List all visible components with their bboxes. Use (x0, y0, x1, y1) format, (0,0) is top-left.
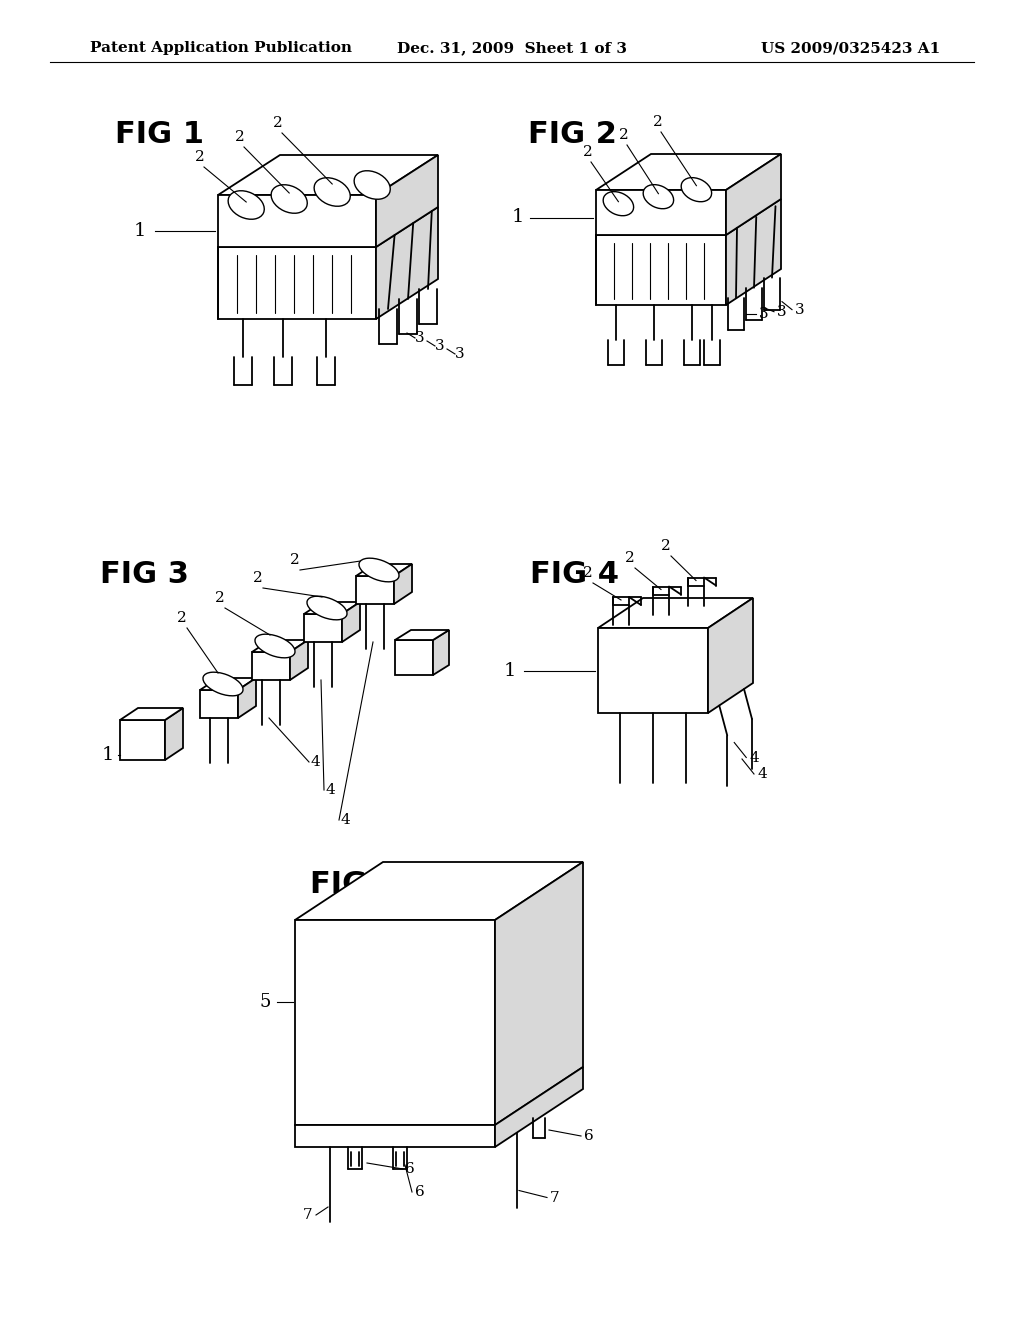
Text: 1: 1 (504, 661, 516, 680)
Polygon shape (252, 640, 308, 652)
Text: 3: 3 (435, 339, 444, 352)
Polygon shape (433, 630, 449, 675)
Text: 4: 4 (310, 755, 319, 770)
Polygon shape (200, 690, 238, 718)
Polygon shape (376, 207, 438, 319)
Polygon shape (342, 602, 360, 642)
Text: 4: 4 (326, 783, 335, 797)
Polygon shape (295, 862, 583, 920)
Text: 6: 6 (406, 1162, 415, 1176)
Polygon shape (356, 576, 394, 605)
Text: 2: 2 (583, 566, 593, 579)
Text: FIG 3: FIG 3 (100, 560, 188, 589)
Text: FIG 4: FIG 4 (530, 560, 618, 589)
Ellipse shape (359, 558, 399, 582)
Polygon shape (356, 564, 412, 576)
Text: 2: 2 (662, 539, 671, 553)
Text: 1: 1 (101, 746, 115, 764)
Text: 6: 6 (584, 1129, 594, 1143)
Text: 6: 6 (415, 1185, 425, 1199)
Text: 2: 2 (273, 116, 283, 129)
Polygon shape (598, 628, 708, 713)
Text: 3: 3 (796, 302, 805, 317)
Polygon shape (120, 708, 183, 719)
Text: 3: 3 (456, 347, 465, 360)
Text: 1: 1 (512, 209, 524, 227)
Text: Dec. 31, 2009  Sheet 1 of 3: Dec. 31, 2009 Sheet 1 of 3 (397, 41, 627, 55)
Polygon shape (376, 154, 438, 247)
Text: 2: 2 (625, 550, 635, 565)
Ellipse shape (271, 185, 307, 214)
Ellipse shape (314, 178, 350, 206)
Polygon shape (596, 235, 726, 305)
Polygon shape (218, 154, 438, 195)
Polygon shape (395, 640, 433, 675)
Polygon shape (295, 1125, 495, 1147)
Text: 4: 4 (750, 751, 759, 764)
Polygon shape (596, 190, 726, 235)
Text: 7: 7 (550, 1191, 560, 1204)
Text: 2: 2 (653, 115, 663, 129)
Ellipse shape (643, 185, 674, 209)
Text: 3: 3 (759, 306, 769, 321)
Text: 2: 2 (177, 611, 186, 624)
Text: 2: 2 (253, 572, 263, 585)
Polygon shape (165, 708, 183, 760)
Polygon shape (495, 862, 583, 1125)
Ellipse shape (228, 191, 264, 219)
Ellipse shape (307, 597, 347, 620)
Text: 2: 2 (196, 150, 205, 164)
Polygon shape (395, 630, 449, 640)
Ellipse shape (354, 170, 390, 199)
Text: 2: 2 (236, 129, 245, 144)
Polygon shape (596, 154, 781, 190)
Text: Patent Application Publication: Patent Application Publication (90, 41, 352, 55)
Polygon shape (295, 920, 495, 1125)
Text: 2: 2 (583, 145, 593, 158)
Text: 3: 3 (415, 331, 425, 345)
Text: 2: 2 (620, 128, 629, 143)
Polygon shape (394, 564, 412, 605)
Polygon shape (304, 614, 342, 642)
Text: 4: 4 (340, 813, 350, 828)
Polygon shape (708, 598, 753, 713)
Text: 7: 7 (303, 1208, 312, 1222)
Ellipse shape (681, 178, 712, 202)
Text: FIG 5: FIG 5 (310, 870, 399, 899)
Text: FIG 1: FIG 1 (115, 120, 204, 149)
Text: 3: 3 (777, 305, 786, 318)
Text: 4: 4 (757, 767, 767, 781)
Polygon shape (290, 640, 308, 680)
Text: FIG 2: FIG 2 (528, 120, 616, 149)
Polygon shape (495, 1067, 583, 1147)
Text: 5: 5 (259, 993, 270, 1011)
Text: 2: 2 (215, 591, 225, 605)
Polygon shape (238, 678, 256, 718)
Ellipse shape (603, 191, 634, 215)
Polygon shape (218, 195, 376, 247)
Polygon shape (252, 652, 290, 680)
Polygon shape (304, 602, 360, 614)
Text: US 2009/0325423 A1: US 2009/0325423 A1 (761, 41, 940, 55)
Polygon shape (120, 719, 165, 760)
Polygon shape (726, 199, 781, 305)
Ellipse shape (203, 672, 243, 696)
Polygon shape (218, 247, 376, 319)
Ellipse shape (255, 634, 295, 657)
Polygon shape (726, 154, 781, 235)
Polygon shape (200, 678, 256, 690)
Polygon shape (598, 598, 753, 628)
Text: 1: 1 (134, 222, 146, 240)
Text: 2: 2 (290, 553, 300, 568)
